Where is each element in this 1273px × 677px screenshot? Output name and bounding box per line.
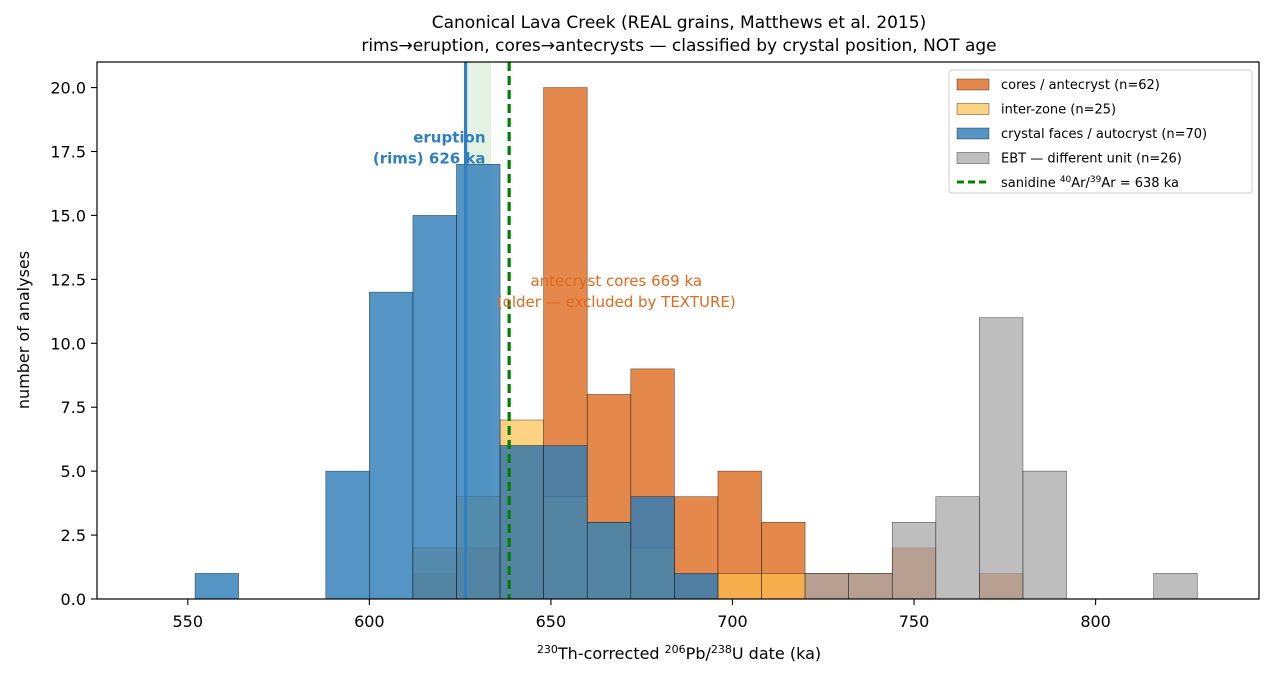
bar xyxy=(891,521,937,600)
x-axis-title: 230Th-corrected 206Pb/238U date (ka) xyxy=(537,643,821,664)
y-tick-label: 5.0 xyxy=(61,462,86,481)
annotation-1: antecryst cores 669 ka xyxy=(530,272,702,290)
y-tick-label: 7.5 xyxy=(61,398,86,417)
legend-label-part: sanidine xyxy=(1001,176,1060,191)
x-axis-title-part: 206 xyxy=(665,643,686,656)
legend-swatch xyxy=(956,78,990,91)
bar xyxy=(1153,573,1198,600)
y-tick-label: 2.5 xyxy=(61,526,86,545)
legend-label-part: cores / antecryst (n=62) xyxy=(1001,78,1160,93)
legend-item-2: crystal faces / autocryst (n=70) xyxy=(956,127,1207,142)
y-tick-label: 0.0 xyxy=(61,590,86,609)
plot-area: eruption (rims) 626 ka antecryst cores 669… xyxy=(194,62,1198,600)
legend-item-4: sanidine 40Ar/39Ar = 638 ka xyxy=(957,175,1179,191)
annotation-0: eruption xyxy=(413,129,485,147)
y-tick-label: 17.5 xyxy=(50,143,86,162)
y-tick-label: 12.5 xyxy=(50,270,86,289)
legend-swatch xyxy=(956,152,990,164)
bar xyxy=(979,317,1024,600)
x-tick-label: 650 xyxy=(536,612,567,631)
x-axis-title-part: 230 xyxy=(537,643,558,656)
bar xyxy=(586,521,632,600)
x-axis-title-part: Th-corrected xyxy=(557,644,665,663)
y-axis-title: number of analyses xyxy=(14,251,33,409)
legend-label-part: crystal faces / autocryst (n=70) xyxy=(1001,127,1207,142)
x-tick-label: 750 xyxy=(899,612,930,631)
legend-label: sanidine 40Ar/39Ar = 638 ka xyxy=(1001,175,1179,191)
bar xyxy=(717,573,762,600)
y-tick-label: 15.0 xyxy=(50,206,86,225)
bar xyxy=(456,163,501,600)
legend-label: EBT — different unit (n=26) xyxy=(1001,152,1182,167)
axes: 550 600 650 700 750 800 0.0 2.5 5.0 7.5 10.0 12.5 15… xyxy=(50,61,1260,631)
legend-box xyxy=(948,69,1253,194)
legend-label: inter-zone (n=25) xyxy=(1001,103,1116,118)
x-tick-label: 700 xyxy=(717,612,748,631)
bar xyxy=(499,445,544,600)
bar xyxy=(543,445,588,600)
annotation-1: (older — excluded by TEXTURE) xyxy=(497,293,736,311)
legend-label: cores / antecryst (n=62) xyxy=(1001,78,1160,93)
series-3 xyxy=(804,317,1198,600)
y-tick-label: 10.0 xyxy=(50,334,86,353)
legend: cores / antecryst (n=62) inter-zone (n=25… xyxy=(948,69,1253,194)
legend-label: crystal faces / autocryst (n=70) xyxy=(1001,127,1207,142)
legend-item-0: cores / antecryst (n=62) xyxy=(956,78,1160,93)
x-axis-title-part: U date (ka) xyxy=(732,644,821,663)
legend-label-part: inter-zone (n=25) xyxy=(1001,103,1116,118)
x-axis-title-part: 238 xyxy=(711,643,732,656)
bar xyxy=(935,496,980,600)
bar xyxy=(761,573,806,600)
annotation-0: (rims) 626 ka xyxy=(373,150,486,168)
bar xyxy=(630,496,675,600)
bar xyxy=(369,291,414,600)
legend-label-part: Ar = 638 ka xyxy=(1101,176,1179,191)
bar xyxy=(674,573,719,600)
legend-label-part: EBT — different unit (n=26) xyxy=(1001,152,1182,167)
bar xyxy=(412,215,457,600)
legend-label-part: 40 xyxy=(1060,175,1072,185)
bar xyxy=(1022,470,1067,600)
bar xyxy=(325,470,370,600)
x-tick-label: 600 xyxy=(354,612,385,631)
bar xyxy=(848,573,893,600)
legend-label-part: Ar/ xyxy=(1071,176,1090,191)
x-tick-label: 800 xyxy=(1080,612,1111,631)
legend-item-1: inter-zone (n=25) xyxy=(956,103,1116,118)
legend-item-3: EBT — different unit (n=26) xyxy=(956,152,1182,167)
chart-subtitle: rims→eruption, cores→antecrysts — classi… xyxy=(361,36,996,56)
bar xyxy=(804,573,849,600)
legend-label-part: 39 xyxy=(1090,175,1102,185)
legend-swatch xyxy=(956,103,990,115)
x-tick-label: 550 xyxy=(173,612,204,631)
chart-title: Canonical Lava Creek (REAL grains, Matth… xyxy=(432,13,927,33)
legend-swatch xyxy=(956,127,990,140)
x-axis-title-part: Pb/ xyxy=(686,644,712,663)
series-2 xyxy=(194,163,719,600)
y-tick-label: 20.0 xyxy=(50,79,86,98)
axes-frame xyxy=(96,61,1260,600)
bar xyxy=(194,573,239,600)
